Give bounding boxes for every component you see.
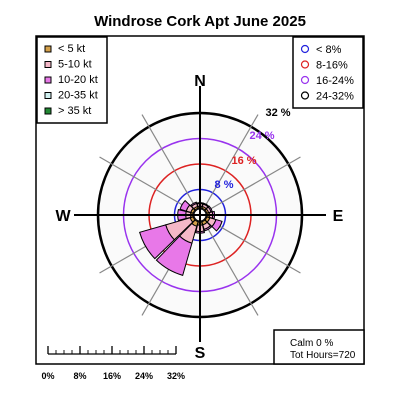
speed-swatch-1 bbox=[44, 61, 52, 68]
spoke-120 bbox=[205, 217, 301, 274]
ring-label-16: 16 % bbox=[231, 155, 256, 167]
scale-label-3: 24% bbox=[135, 371, 153, 381]
ring-label-8: 8 % bbox=[215, 179, 234, 191]
speed-label-1: 5-10 kt bbox=[58, 59, 92, 71]
speed-label-2: 10-20 kt bbox=[58, 74, 98, 86]
sector-120-bin-2 bbox=[211, 218, 223, 232]
scale-label-1: 8% bbox=[73, 371, 86, 381]
chart-title: Windrose Cork Apt June 2025 bbox=[94, 13, 306, 30]
ring-legend-label-1: 8-16% bbox=[316, 60, 348, 72]
ring-legend-marker-1 bbox=[300, 60, 310, 69]
cardinal-axes bbox=[74, 86, 326, 342]
scale-label-2: 16% bbox=[103, 371, 121, 381]
ring-legend-marker-2 bbox=[300, 75, 310, 85]
ring-legend-marker-0 bbox=[300, 44, 310, 54]
speed-swatch-3 bbox=[44, 92, 52, 99]
ring-legend-label-3: 24-32% bbox=[316, 91, 354, 103]
dir-label-s: S bbox=[195, 345, 206, 362]
dir-label-n: N bbox=[194, 73, 206, 90]
ring-legend-label-2: 16-24% bbox=[316, 75, 354, 87]
spoke-300 bbox=[99, 156, 195, 213]
ring-legend-box bbox=[292, 36, 364, 109]
calm-box: Calm 0 % Tot Hours=720 bbox=[273, 329, 365, 365]
speed-label-0: < 5 kt bbox=[58, 43, 85, 55]
sector-150-bin-2 bbox=[203, 225, 213, 232]
ring-label-24: 24 % bbox=[249, 130, 274, 142]
scale-bar: 0% 8% 16% 24% 32% bbox=[41, 346, 185, 381]
speed-swatch-4 bbox=[44, 107, 52, 115]
ring-labels: 8 % 16 % 24 % 32 % bbox=[215, 107, 291, 191]
speed-swatch-2 bbox=[44, 76, 52, 84]
calm-box-frame bbox=[273, 329, 365, 365]
dir-label-w: W bbox=[55, 208, 71, 225]
speed-label-4: > 35 kt bbox=[58, 105, 91, 117]
calm-text: Calm 0 % bbox=[290, 338, 333, 349]
direction-labels: N E S W bbox=[55, 73, 343, 362]
sector-210-bin-2 bbox=[155, 235, 193, 276]
scale-label-4: 32% bbox=[167, 371, 185, 381]
ring-legend: < 8% 8-16% 16-24% 24-32% bbox=[292, 36, 364, 109]
spoke-30 bbox=[202, 114, 259, 210]
spoke-60 bbox=[205, 156, 301, 213]
scale-label-0: 0% bbox=[41, 371, 54, 381]
sector-240-bin-2 bbox=[139, 224, 176, 260]
spoke-330 bbox=[141, 114, 198, 210]
ring-legend-label-0: < 8% bbox=[316, 44, 342, 56]
sector-300-bin-2 bbox=[179, 199, 191, 212]
ring-label-32: 32 % bbox=[265, 107, 290, 119]
total-hours-text: Tot Hours=720 bbox=[290, 350, 356, 361]
speed-legend: < 5 kt 5-10 kt 10-20 kt 20-35 kt > 35 kt bbox=[36, 36, 108, 124]
dir-label-e: E bbox=[333, 208, 344, 225]
spoke-150 bbox=[202, 220, 259, 316]
plot-frame bbox=[35, 35, 365, 365]
ring-legend-marker-3 bbox=[300, 91, 310, 100]
speed-label-3: 20-35 kt bbox=[58, 90, 98, 102]
speed-swatch-0 bbox=[44, 45, 52, 53]
sector-330-bin-2 bbox=[190, 201, 198, 208]
